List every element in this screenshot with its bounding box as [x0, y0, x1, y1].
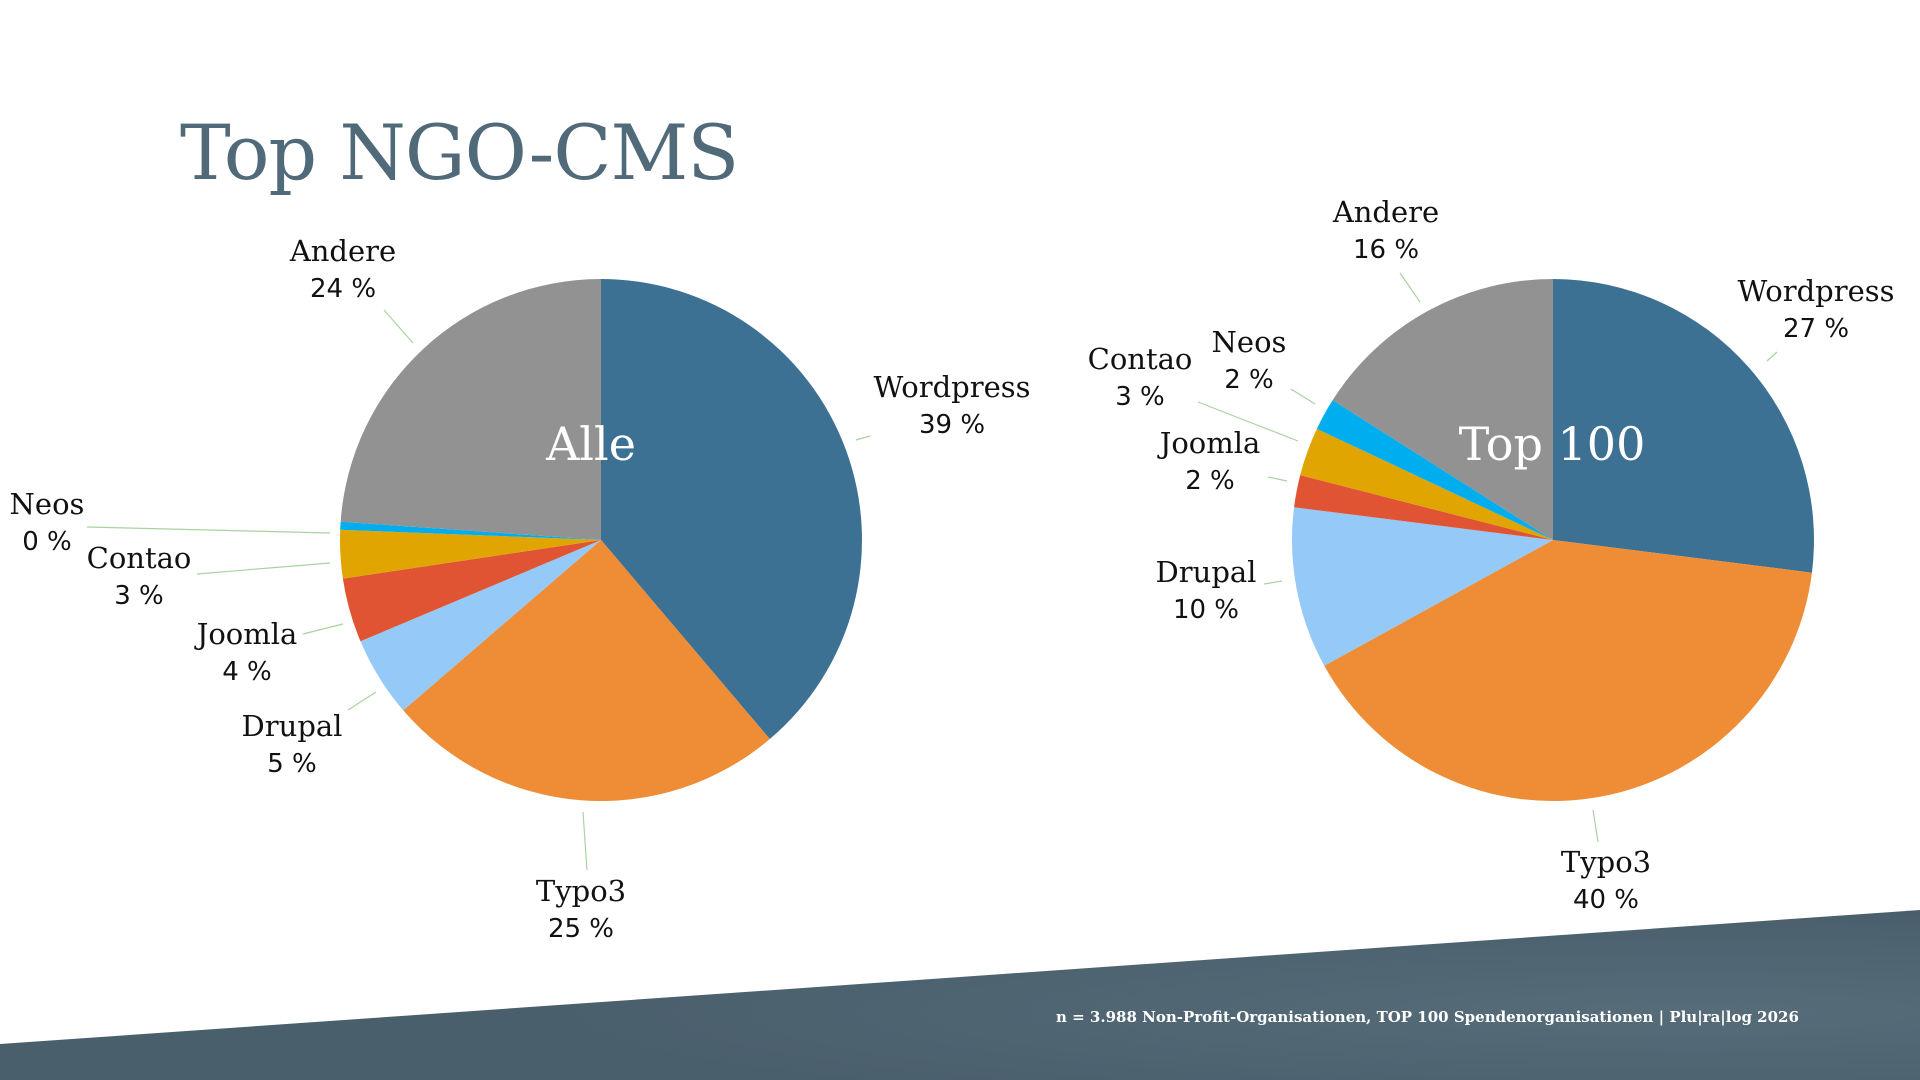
pie-center-label-top100: Top 100	[1458, 417, 1646, 471]
pie-slice-neos	[1316, 400, 1553, 540]
label-typo3-top100: Typo3 40 %	[1560, 845, 1652, 915]
label-contao-top100: Contao 3 %	[1087, 342, 1193, 412]
label-joomla-alle: Joomla 4 %	[196, 617, 298, 687]
label-wordpress-top100: Wordpress 27 %	[1737, 274, 1895, 344]
label-drupal-top100: Drupal 10 %	[1155, 555, 1257, 625]
pie-slice-drupal	[1292, 507, 1553, 666]
label-wordpress-alle: Wordpress 39 %	[873, 370, 1031, 440]
leader-lines	[86, 272, 1778, 871]
pie-chart-top100	[1292, 279, 1814, 802]
pie-slice-neos	[340, 521, 601, 540]
label-andere-top100: Andere 16 %	[1332, 195, 1440, 265]
label-neos-alle: Neos 0 %	[9, 487, 85, 557]
pie-slice-wordpress	[1553, 279, 1814, 573]
pie-slice-joomla	[1294, 475, 1553, 540]
pie-center-label-alle: Alle	[546, 417, 636, 471]
slide-title: Top NGO-CMS	[180, 108, 739, 197]
pie-slice-typo3	[403, 540, 770, 802]
pie-slice-typo3	[1324, 540, 1812, 802]
label-joomla-top100: Joomla 2 %	[1159, 426, 1261, 496]
label-andere-alle: Andere 24 %	[289, 234, 397, 304]
pie-slice-joomla	[342, 540, 601, 642]
pie-slice-wordpress	[601, 279, 863, 740]
pie-slice-andere	[1332, 279, 1553, 540]
label-neos-top100: Neos 2 %	[1211, 325, 1287, 395]
pie-slice-drupal	[360, 540, 601, 711]
pie-slice-andere	[340, 279, 601, 540]
pie-chart-alle	[340, 279, 863, 802]
label-drupal-alle: Drupal 5 %	[241, 709, 343, 779]
pie-slice-contao	[1300, 428, 1553, 540]
label-contao-alle: Contao 3 %	[86, 541, 192, 611]
source-footnote: n = 3.988 Non-Profit-Organisationen, TOP…	[1056, 1008, 1799, 1026]
pie-slice-contao	[340, 529, 601, 579]
label-typo3-alle: Typo3 25 %	[535, 874, 627, 944]
